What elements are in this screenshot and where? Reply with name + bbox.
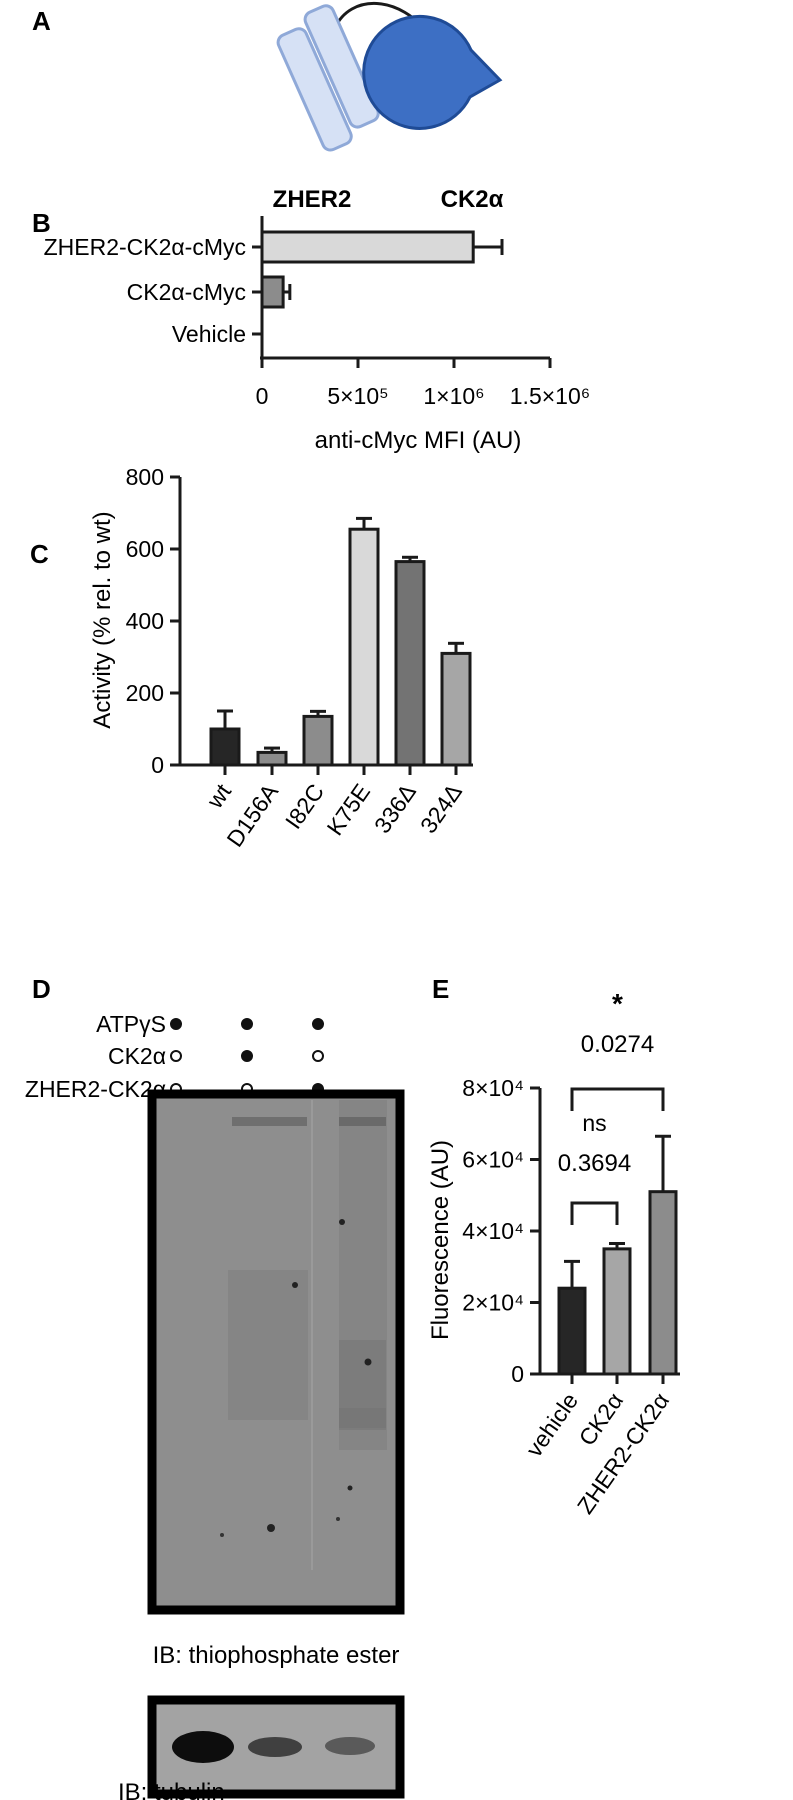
x-tick-label: vehicle: [521, 1388, 583, 1462]
open-dot-icon: [312, 1050, 324, 1062]
blot-band: [339, 1408, 386, 1428]
blot-smear: [228, 1270, 308, 1420]
bar: [209, 727, 241, 767]
filled-dot-icon: [241, 1050, 253, 1062]
y-tick-label: 0: [511, 1361, 524, 1387]
bar: [648, 1190, 678, 1376]
panel-d-letter: D: [32, 974, 51, 1004]
y-axis-title: Activity (% rel. to wt): [89, 511, 116, 728]
tubulin-band: [248, 1737, 302, 1757]
bar: [440, 651, 472, 767]
ck2-schematic: [276, 2, 503, 152]
x-tick-label: 0: [256, 383, 269, 409]
x-tick-label: 1.5×10⁶: [510, 383, 590, 409]
y-tick-label: 600: [126, 536, 164, 562]
zher2-label: ZHER2: [273, 186, 352, 213]
x-tick-label: 324Δ: [415, 779, 467, 838]
y-tick-label: CK2α-cMyc: [127, 279, 246, 305]
blot-speck: [364, 1358, 372, 1366]
y-tick-label: 400: [126, 608, 164, 634]
panel-e-letter: E: [432, 974, 449, 1004]
y-axis-title: Fluorescence (AU): [427, 1140, 454, 1340]
bar: [302, 714, 334, 767]
ck2-kinase-icon: [362, 14, 503, 130]
chart-c: 0 200 400 600 800 Activity (% rel. to wt) wtD1…: [89, 464, 473, 851]
x-tick-label: 5×10⁵: [327, 383, 388, 409]
filled-dot-icon: [241, 1018, 253, 1030]
blot-speck: [339, 1219, 345, 1225]
zher2-helices-icon: [276, 4, 380, 152]
bar: [602, 1247, 632, 1376]
significance-bracket: [570, 1201, 619, 1225]
x-tick-label: wt: [201, 778, 236, 813]
x-tick-label: K75E: [322, 779, 376, 840]
chart-b: 0 5×10⁵ 1×10⁶ 1.5×10⁶ ZHER2-CK2α-cMyc CK2α-cM…: [44, 216, 590, 454]
y-tick-label: Vehicle: [172, 321, 246, 347]
significance-label: ns: [582, 1110, 606, 1136]
y-tick-label: 800: [126, 464, 164, 490]
tubulin-band: [325, 1737, 375, 1755]
panel-c-letter: C: [30, 539, 49, 569]
bar: [557, 1286, 587, 1376]
western-blot-thiophosphate: [147, 1089, 405, 1615]
y-tick-label: 200: [126, 680, 164, 706]
treatment-row-label: CK2α: [108, 1043, 166, 1069]
blot-band: [232, 1117, 307, 1126]
y-tick-label: ZHER2-CK2α-cMyc: [44, 234, 246, 260]
open-dot-icon: [170, 1050, 182, 1062]
y-tick-label: 0: [151, 752, 164, 778]
filled-dot-icon: [312, 1018, 324, 1030]
zher2-helix: [276, 27, 353, 152]
blot-speck: [292, 1282, 298, 1288]
p-value-label: 0.0274: [581, 1031, 654, 1058]
y-tick-label: 2×10⁴: [462, 1290, 524, 1316]
blot-band: [339, 1117, 386, 1126]
x-axis-title: anti-cMyc MFI (AU): [315, 427, 522, 454]
blot-caption: IB: thiophosphate ester: [153, 1642, 400, 1669]
bar: [260, 230, 475, 264]
blot-speck: [336, 1517, 340, 1521]
x-tick-label: D156A: [221, 778, 283, 851]
tubulin-band: [172, 1731, 234, 1763]
bar: [260, 275, 285, 309]
panel-a-letter: A: [32, 6, 51, 36]
y-tick-label: 8×10⁴: [462, 1075, 524, 1101]
blot-speck: [267, 1524, 275, 1532]
y-tick-label: 6×10⁴: [462, 1147, 524, 1173]
significance-label: *: [612, 988, 623, 1019]
treatment-row-label: ATPγS: [96, 1011, 166, 1037]
x-tick-label: 336Δ: [369, 779, 421, 838]
chart-e: 0 2×10⁴ 4×10⁴ 6×10⁴ 8×10⁴ Fluorescence (AU) ve…: [427, 988, 680, 1518]
blot-speck: [220, 1533, 224, 1537]
tubulin-caption: IB: tubulin: [118, 1779, 225, 1800]
bar: [256, 750, 288, 767]
significance-bracket: [570, 1087, 665, 1111]
western-blot-tubulin: [147, 1695, 405, 1799]
filled-dot-icon: [170, 1018, 182, 1030]
bar: [394, 560, 426, 767]
blot-speck: [347, 1485, 353, 1491]
y-tick-label: 4×10⁴: [462, 1218, 524, 1244]
zher2-helix: [303, 4, 380, 129]
bar: [348, 527, 380, 767]
treatment-row-label: ZHER2-CK2α: [25, 1076, 166, 1102]
x-tick-label: 1×10⁶: [423, 383, 484, 409]
ck2-label: CK2α: [441, 186, 504, 213]
lane-treatment-matrix: ATPγS CK2α ZHER2-CK2α: [25, 1011, 324, 1102]
p-value-label: 0.3694: [558, 1150, 631, 1177]
panel-b-letter: B: [32, 208, 51, 238]
